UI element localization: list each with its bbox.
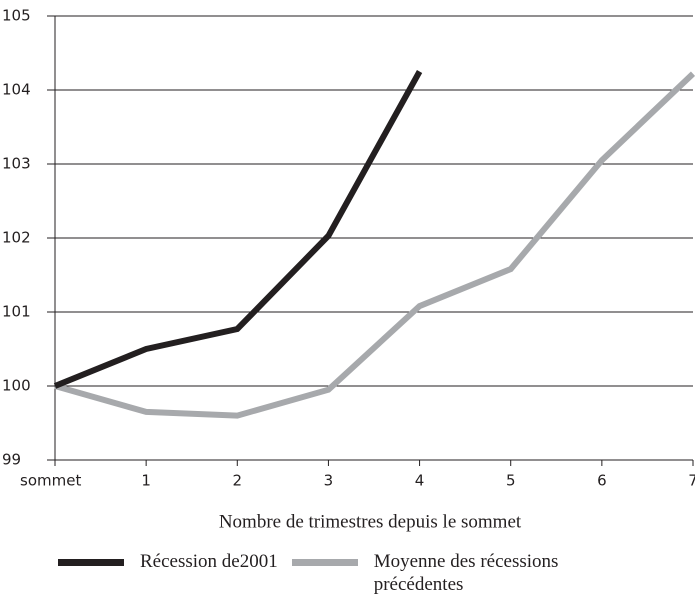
y-tick-label: 104 xyxy=(2,81,31,99)
y-tick-label: 105 xyxy=(2,7,31,25)
series-line xyxy=(54,71,695,419)
legend-swatch xyxy=(291,559,358,566)
y-tick-label: 99 xyxy=(2,451,21,469)
legend-label: Moyenne des récessions précédentes xyxy=(373,551,559,595)
x-axis-title: Nombre de trimestres depuis le sommet xyxy=(219,511,522,532)
x-tick-label: 7 xyxy=(688,472,695,490)
x-tick-label: 5 xyxy=(506,472,516,490)
y-tick-label: 101 xyxy=(2,303,31,321)
legend-item: Récession de2001 xyxy=(58,550,278,596)
x-tick-label: 3 xyxy=(324,472,334,490)
x-tick-label: 4 xyxy=(415,472,425,490)
y-tick-label: 102 xyxy=(2,229,31,247)
legend-item: Moyenne des récessions précédentes xyxy=(291,550,614,596)
x-tick-label: 1 xyxy=(141,472,151,490)
legend-label: Récession de2001 xyxy=(140,551,278,572)
x-tick-label: 2 xyxy=(233,472,243,490)
x-tick-label: sommet xyxy=(20,472,81,490)
x-tick-label: 6 xyxy=(597,472,607,490)
series-line xyxy=(53,70,423,389)
legend-swatch xyxy=(58,559,124,566)
legend: Récession de2001 Moyenne des récessions p… xyxy=(58,550,628,596)
y-tick-label: 100 xyxy=(2,377,31,395)
y-tick-label: 103 xyxy=(2,155,31,173)
